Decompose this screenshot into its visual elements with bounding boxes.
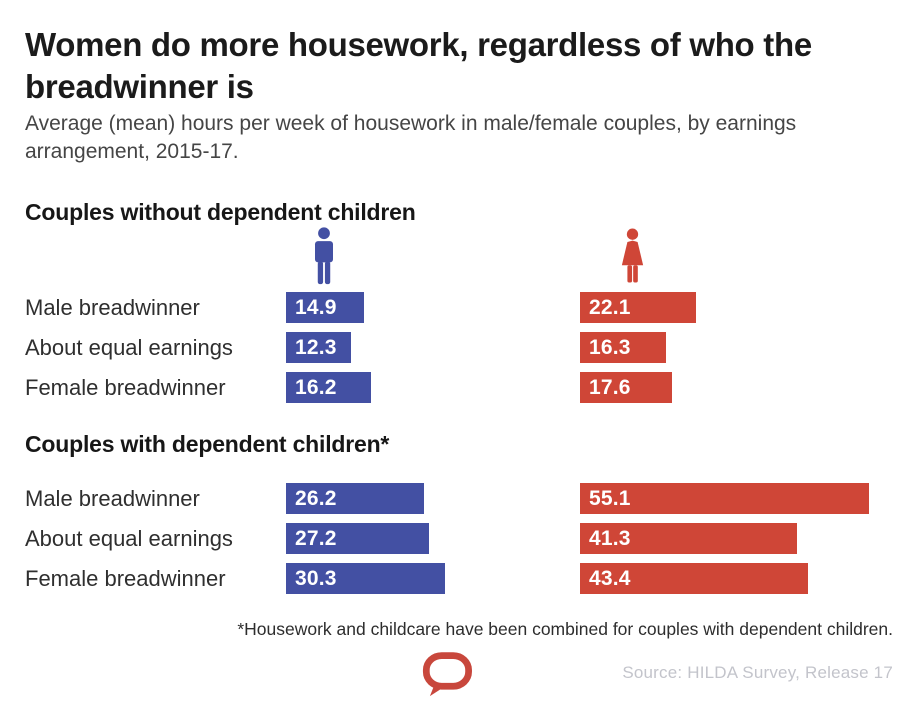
bar-value-label: 26.2 [295,486,337,510]
bar-value-label: 12.3 [295,335,337,359]
category-label: Male breadwinner [25,295,200,320]
category-label: Female breadwinner [25,375,226,400]
category-label: About equal earnings [25,335,233,360]
bar-value-label: 43.4 [589,566,631,590]
bar-value-label: 27.2 [295,526,337,550]
category-label: About equal earnings [25,526,233,551]
men-bar: 16.2 [286,372,371,403]
category-label: Male breadwinner [25,486,200,511]
men-bar: 14.9 [286,292,364,323]
men-bar: 27.2 [286,523,429,554]
men-bar: 12.3 [286,332,351,363]
speech-bubble-logo-icon [420,651,474,703]
bar-value-label: 17.6 [589,375,631,399]
women-bar: 43.4 [580,563,808,594]
section-header-without-children: Couples without dependent children [25,199,416,225]
women-bar: 55.1 [580,483,869,514]
male-icon [310,227,338,292]
bar-value-label: 22.1 [589,295,631,319]
bar-value-label: 55.1 [589,486,631,510]
women-bar: 41.3 [580,523,797,554]
source-credit: Source: HILDA Survey, Release 17 [622,663,893,682]
section-header-with-children: Couples with dependent children* [25,431,390,457]
women-bar: 17.6 [580,372,672,403]
bar-value-label: 16.2 [295,375,337,399]
female-icon [617,227,648,292]
women-bar: 16.3 [580,332,666,363]
page-title: Women do more housework, regardless of w… [25,26,812,105]
chart-subtitle: Average (mean) hours per week of housewo… [25,112,797,163]
footnote: *Housework and childcare have been combi… [237,619,893,639]
category-label: Female breadwinner [25,566,226,591]
men-bar: 30.3 [286,563,445,594]
bar-value-label: 30.3 [295,566,337,590]
men-bar: 26.2 [286,483,424,514]
bar-value-label: 41.3 [589,526,631,550]
bar-value-label: 14.9 [295,295,337,319]
bar-value-label: 16.3 [589,335,631,359]
women-bar: 22.1 [580,292,696,323]
